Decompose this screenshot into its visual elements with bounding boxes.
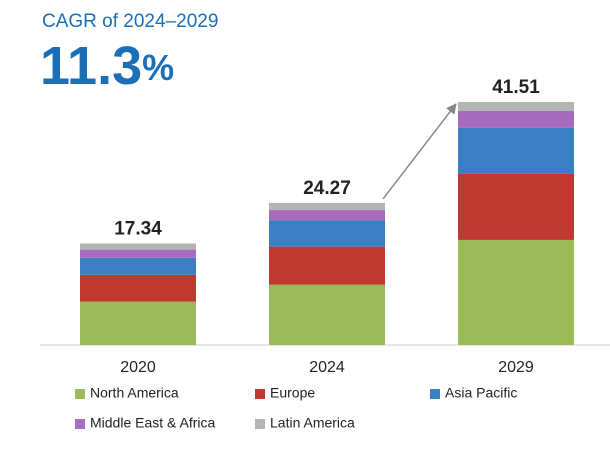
cagr-unit: %: [142, 47, 174, 88]
cagr-label: CAGR of 2024–2029: [42, 11, 218, 32]
x-tick-label: 2024: [309, 359, 345, 376]
legend-label: Middle East & Africa: [90, 415, 215, 431]
bar-segment: [458, 173, 574, 240]
bar-segment: [269, 246, 385, 285]
bar-segment: [269, 202, 385, 211]
total-label: 24.27: [303, 178, 351, 199]
cagr-value: 11.3%: [40, 36, 174, 96]
total-label: 17.34: [114, 219, 162, 240]
total-label: 41.51: [492, 77, 540, 98]
bar-segment: [269, 220, 385, 247]
legend-label: North America: [90, 385, 179, 401]
legend-swatch: [255, 419, 265, 429]
bar-segment: [80, 243, 196, 250]
x-tick-label: 2029: [498, 359, 534, 376]
x-tick-label: 2020: [120, 359, 156, 376]
legend-swatch: [75, 389, 85, 399]
bar-segment: [80, 249, 196, 258]
bar-segment: [458, 110, 574, 128]
bar-segment: [269, 284, 385, 345]
legend-swatch: [430, 389, 440, 399]
bar-segment: [80, 257, 196, 275]
bar-segment: [458, 102, 574, 111]
bar-segment: [269, 210, 385, 221]
legend-label: Asia Pacific: [445, 385, 517, 401]
bar-segment: [458, 239, 574, 345]
bar-segment: [80, 274, 196, 302]
legend-swatch: [75, 419, 85, 429]
growth-arrow: [382, 103, 457, 200]
legend-swatch: [255, 389, 265, 399]
bar-segment: [80, 301, 196, 345]
cagr-number: 11.3: [40, 36, 142, 96]
bar-segment: [458, 127, 574, 174]
legend-label: Europe: [270, 385, 315, 401]
legend-label: Latin America: [270, 415, 355, 431]
